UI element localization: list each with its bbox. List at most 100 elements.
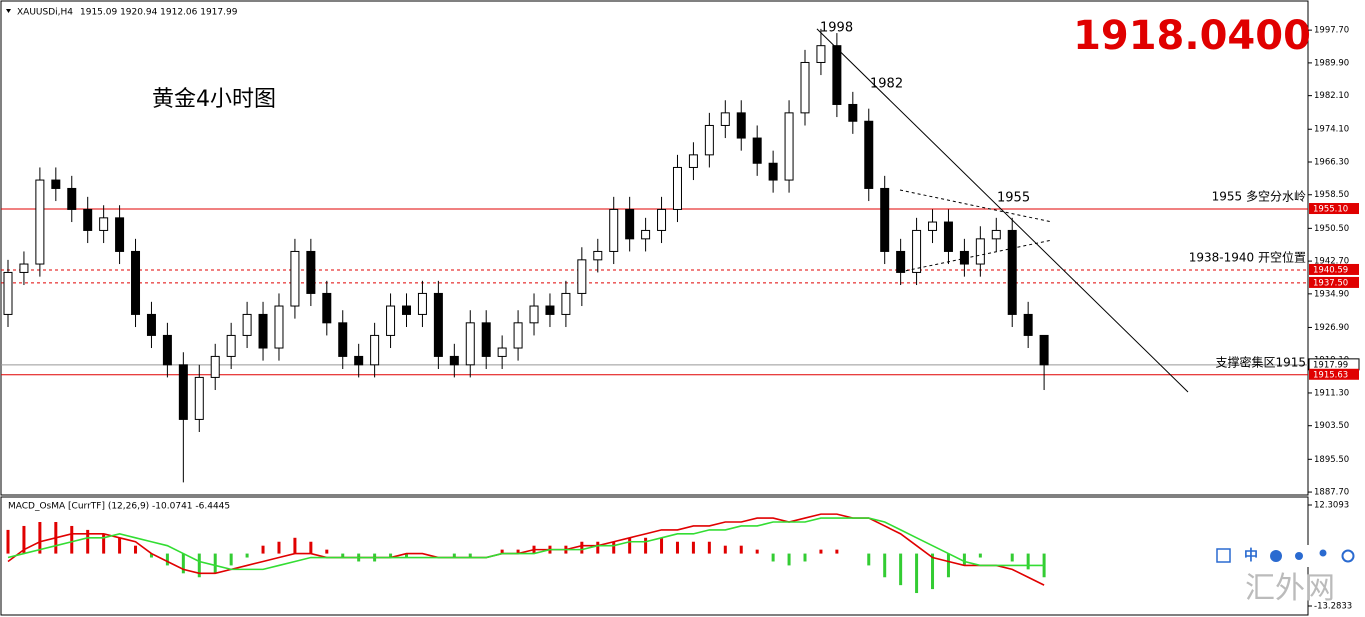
osma-bar	[229, 553, 233, 566]
osma-bar	[675, 541, 679, 554]
osma-bar	[819, 549, 823, 554]
osma-bar	[978, 553, 982, 558]
osma-bar	[771, 553, 775, 562]
y-tick-label: 1911.30	[1314, 388, 1349, 398]
triangle-lower	[899, 239, 1053, 273]
candle-body	[896, 250, 906, 273]
main-frame	[0, 0, 1309, 496]
level-tag	[1309, 368, 1359, 380]
osma-bar	[739, 545, 743, 554]
osma-bar	[946, 553, 950, 578]
y-tick-label: 1989.90	[1314, 58, 1349, 68]
level-tag-label: 1940.59	[1313, 265, 1348, 275]
candle-body	[194, 376, 204, 420]
osma-bar	[134, 545, 138, 554]
candle-body	[338, 322, 348, 357]
y-tick-label: 1966.30	[1314, 157, 1349, 167]
y-tick-label: -13.2833	[1314, 602, 1352, 612]
menu-arrow[interactable]	[6, 9, 11, 13]
osma-bar	[707, 541, 711, 554]
watermark: 汇外网	[1245, 571, 1335, 606]
osma-bar	[22, 525, 26, 554]
candle-body	[864, 120, 874, 189]
candle-body	[258, 313, 268, 349]
candle-body	[242, 313, 252, 336]
osma-bar	[628, 537, 632, 554]
candle-body	[354, 355, 364, 366]
osma-bar	[261, 545, 265, 554]
osma-bar	[500, 549, 504, 554]
candle-body	[529, 305, 539, 324]
y-tick-label: 1997.70	[1314, 26, 1349, 36]
candle-body	[449, 355, 459, 366]
level-tag-label: 1915.63	[1313, 370, 1348, 380]
osma-bar	[596, 541, 600, 554]
candle-body	[561, 292, 571, 315]
osma-bar	[644, 537, 648, 554]
candle-body	[19, 263, 29, 273]
osma-bar	[70, 525, 74, 554]
candle-body	[928, 221, 938, 231]
candle-body	[943, 221, 953, 252]
level-tag-label: 1955.10	[1313, 205, 1348, 215]
candle-body	[912, 229, 922, 273]
candle-body	[51, 179, 61, 189]
osma-bar	[931, 553, 935, 590]
y-tick-label: 1895.50	[1314, 455, 1349, 465]
chart-label: 黄金4小时图	[152, 87, 276, 112]
symbol: XAUUSDi,H4	[17, 8, 73, 18]
candle-body	[131, 250, 141, 315]
osma-bar	[962, 553, 966, 566]
osma-bar	[149, 553, 153, 558]
annotation: 1998	[820, 21, 853, 36]
osma-bar	[325, 549, 329, 554]
y-tick-label: 1887.70	[1314, 488, 1349, 498]
macd-title: MACD_OsMA [CurrTF] (12,26,9) -10.0741 -6…	[8, 502, 230, 512]
candle-body	[688, 154, 698, 168]
candle-body	[513, 322, 523, 349]
y-tick-label: 1958.50	[1314, 190, 1349, 200]
level-tag	[1309, 276, 1359, 288]
candle-body	[99, 217, 109, 231]
candle-body	[641, 229, 651, 240]
osma-bar	[181, 553, 185, 574]
osma-bar	[118, 537, 122, 554]
osma-bar	[1026, 553, 1030, 570]
icon-edit[interactable]	[1216, 548, 1231, 563]
annotation: 1955	[997, 191, 1030, 206]
candle-body	[752, 137, 762, 164]
osma-bar	[516, 549, 520, 554]
level-tag	[1309, 203, 1359, 215]
osma-bar	[6, 529, 10, 554]
icon-lang[interactable]: 中	[1244, 547, 1258, 564]
candle-body	[115, 217, 125, 252]
osma-bar	[755, 549, 759, 554]
candle-body	[720, 112, 730, 126]
candle-body	[178, 364, 188, 420]
candle-body	[975, 238, 985, 265]
candle-body	[784, 112, 794, 181]
osma-bar	[452, 553, 456, 558]
osma-bar	[787, 553, 791, 566]
osma-bar	[389, 553, 393, 558]
candle-body	[832, 45, 842, 105]
osma-bar	[835, 549, 839, 554]
icon-dot[interactable]	[1295, 552, 1303, 560]
icon-user[interactable]	[1319, 549, 1327, 557]
y-tick-label: 1934.90	[1314, 289, 1349, 299]
y-tick-label: 1942.70	[1314, 257, 1349, 267]
icon-moon[interactable]	[1270, 550, 1282, 562]
candle-body	[1007, 229, 1017, 315]
icon-settings[interactable]	[1341, 549, 1355, 563]
osma-bar	[293, 537, 297, 554]
candle-body	[274, 305, 284, 349]
osma-bar	[197, 553, 201, 578]
toolbar: 中	[1212, 545, 1362, 567]
candle-body	[35, 179, 45, 265]
osma-bar	[915, 553, 919, 594]
level-note: 1938-1940 开空位置	[1189, 249, 1306, 264]
candle-body	[402, 305, 411, 315]
candle-body	[800, 61, 810, 114]
